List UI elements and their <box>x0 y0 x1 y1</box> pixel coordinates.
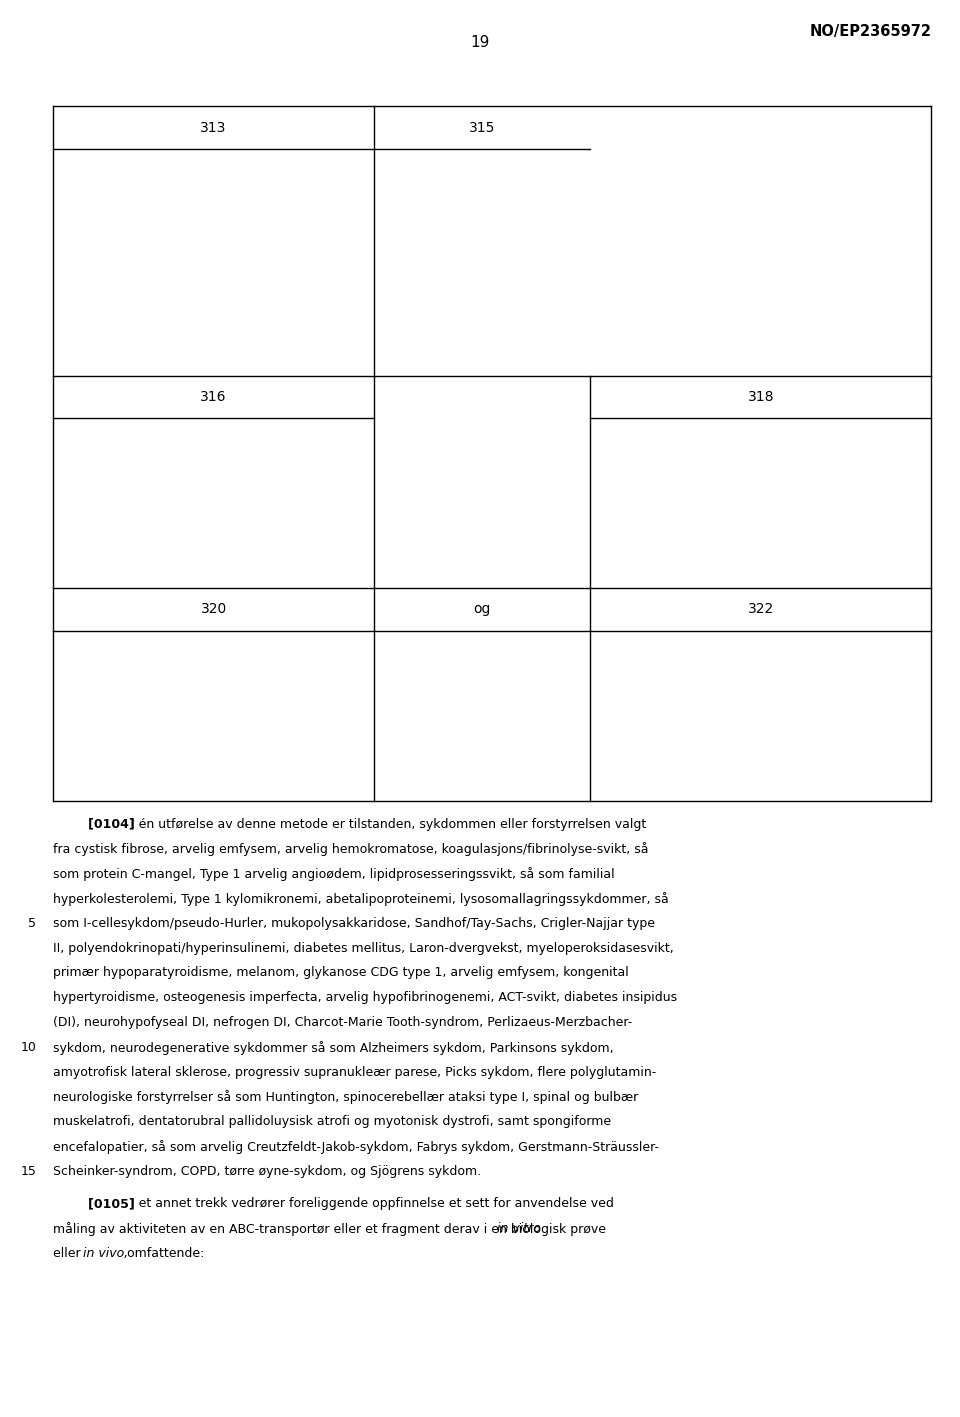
Text: neurologiske forstyrrelser så som Huntington, spinocerebellær ataksi type I, spi: neurologiske forstyrrelser så som Huntin… <box>53 1091 638 1104</box>
Text: fra cystisk fibrose, arvelig emfysem, arvelig hemokromatose, koagulasjons/fibrin: fra cystisk fibrose, arvelig emfysem, ar… <box>53 842 648 856</box>
Text: I én utførelse av denne metode er tilstanden, sykdommen eller forstyrrelsen valg: I én utførelse av denne metode er tilsta… <box>123 818 646 830</box>
Text: (DI), neurohypofyseal DI, nefrogen DI, Charcot-Marie Tooth-syndrom, Perlizaeus-M: (DI), neurohypofyseal DI, nefrogen DI, C… <box>53 1016 632 1029</box>
Text: primær hypoparatyroidisme, melanom, glykanose CDG type 1, arvelig emfysem, konge: primær hypoparatyroidisme, melanom, glyk… <box>53 966 629 979</box>
Text: 19: 19 <box>470 35 490 51</box>
Text: 318: 318 <box>748 390 774 404</box>
Text: 320: 320 <box>201 602 227 616</box>
Text: NO/EP2365972: NO/EP2365972 <box>809 24 931 40</box>
Text: 5: 5 <box>29 917 36 930</box>
Text: muskelatrofi, dentatorubral pallidoluysisk atrofi og myotonisk dystrofi, samt sp: muskelatrofi, dentatorubral pallidoluysi… <box>53 1115 611 1128</box>
Text: hyperkolesterolemi, Type 1 kylomikronemi, abetalipoproteinemi, lysosomallagrings: hyperkolesterolemi, Type 1 kylomikronemi… <box>53 893 668 905</box>
Text: in vivo,: in vivo, <box>83 1247 128 1260</box>
Text: I et annet trekk vedrører foreliggende oppfinnelse et sett for anvendelse ved: I et annet trekk vedrører foreliggende o… <box>123 1197 613 1210</box>
Text: [0104]: [0104] <box>53 818 134 830</box>
Text: 316: 316 <box>201 390 227 404</box>
Text: eller: eller <box>53 1247 84 1260</box>
Text: og: og <box>473 602 492 616</box>
Text: sykdom, neurodegenerative sykdommer så som Alzheimers sykdom, Parkinsons sykdom,: sykdom, neurodegenerative sykdommer så s… <box>53 1041 613 1054</box>
Text: måling av aktiviteten av en ABC-transportør eller et fragment derav i en biologi: måling av aktiviteten av en ABC-transpor… <box>53 1221 610 1236</box>
Text: II, polyendokrinopati/hyperinsulinemi, diabetes mellitus, Laron-dvergvekst, myel: II, polyendokrinopati/hyperinsulinemi, d… <box>53 942 674 955</box>
Text: in vitro: in vitro <box>497 1221 541 1234</box>
Text: 313: 313 <box>201 120 227 135</box>
Text: [0105]: [0105] <box>53 1197 134 1210</box>
Text: Scheinker-syndrom, COPD, tørre øyne-sykdom, og Sjögrens sykdom.: Scheinker-syndrom, COPD, tørre øyne-sykd… <box>53 1165 481 1178</box>
Text: omfattende:: omfattende: <box>123 1247 204 1260</box>
Text: 10: 10 <box>20 1041 36 1054</box>
Text: som I-cellesykdom/pseudo-Hurler, mukopolysakkaridose, Sandhof/Tay-Sachs, Crigler: som I-cellesykdom/pseudo-Hurler, mukopol… <box>53 917 655 930</box>
Text: hypertyroidisme, osteogenesis imperfecta, arvelig hypofibrinogenemi, ACT-svikt, : hypertyroidisme, osteogenesis imperfecta… <box>53 992 677 1005</box>
Text: som protein C-mangel, Type 1 arvelig angioødem, lipidprosesseringssvikt, så som : som protein C-mangel, Type 1 arvelig ang… <box>53 867 614 881</box>
Text: 15: 15 <box>20 1165 36 1178</box>
Text: 322: 322 <box>748 602 774 616</box>
Text: amyotrofisk lateral sklerose, progressiv supranukleær parese, Picks sykdom, fler: amyotrofisk lateral sklerose, progressiv… <box>53 1066 656 1078</box>
Text: 315: 315 <box>469 120 495 135</box>
Text: encefalopatier, så som arvelig Creutzfeldt-Jakob-sykdom, Fabrys sykdom, Gerstman: encefalopatier, så som arvelig Creutzfel… <box>53 1141 659 1153</box>
